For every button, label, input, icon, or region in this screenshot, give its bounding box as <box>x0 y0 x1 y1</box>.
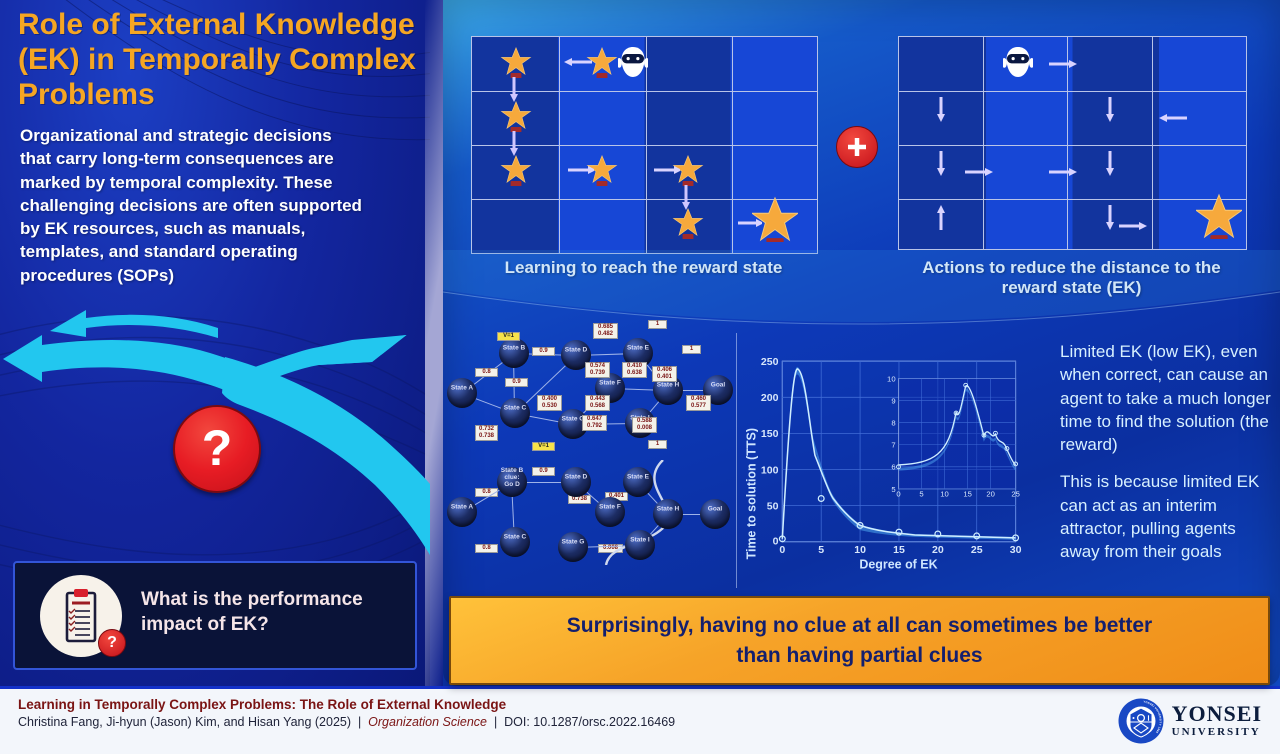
svg-text:200: 200 <box>761 392 779 404</box>
svg-text:Degree of EK: Degree of EK <box>859 558 937 572</box>
svg-text:50: 50 <box>767 500 779 512</box>
svg-text:100: 100 <box>761 464 779 476</box>
svg-text:5: 5 <box>919 490 923 499</box>
svg-text:7: 7 <box>891 441 895 450</box>
svg-text:250: 250 <box>761 356 779 368</box>
svg-text:5: 5 <box>891 485 895 494</box>
svg-text:20: 20 <box>986 490 995 499</box>
svg-text:0: 0 <box>779 544 785 556</box>
svg-text:25: 25 <box>1011 490 1020 499</box>
svg-text:10: 10 <box>854 544 866 556</box>
svg-text:0: 0 <box>896 490 900 499</box>
svg-text:15: 15 <box>963 490 972 499</box>
svg-text:10: 10 <box>887 374 896 383</box>
svg-text:9: 9 <box>891 396 895 405</box>
svg-text:20: 20 <box>932 544 944 556</box>
svg-text:150: 150 <box>761 428 779 440</box>
svg-text:Time to solution (TTS): Time to solution (TTS) <box>744 428 758 559</box>
svg-text:5: 5 <box>818 544 824 556</box>
svg-text:8: 8 <box>891 419 895 428</box>
svg-text:25: 25 <box>971 544 983 556</box>
svg-text:0: 0 <box>773 536 779 548</box>
svg-text:10: 10 <box>940 490 949 499</box>
svg-text:6: 6 <box>891 463 895 472</box>
svg-text:30: 30 <box>1010 544 1022 556</box>
svg-text:15: 15 <box>893 544 905 556</box>
